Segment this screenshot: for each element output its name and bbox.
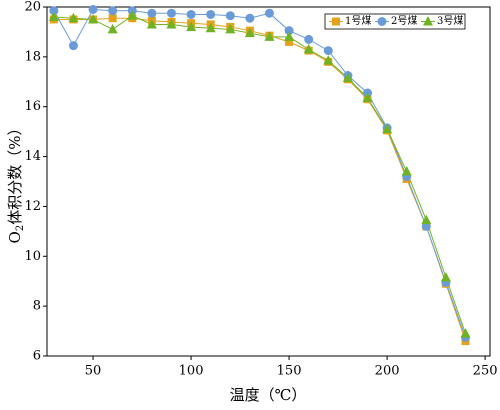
marker xyxy=(225,23,236,34)
marker xyxy=(88,4,98,14)
marker xyxy=(108,6,118,16)
marker xyxy=(225,11,235,21)
y-tick-label: 14 xyxy=(24,149,41,164)
marker xyxy=(401,166,412,176)
marker xyxy=(245,13,255,23)
y-tick-label: 8 xyxy=(33,299,41,314)
series-line xyxy=(53,8,466,338)
marker xyxy=(304,34,314,44)
y-label-main: O xyxy=(6,231,24,243)
marker xyxy=(108,14,117,23)
marker xyxy=(284,31,295,41)
marker xyxy=(186,9,196,19)
y-axis-label: O2体积分数（%） xyxy=(6,121,26,244)
series-line xyxy=(53,15,466,334)
marker xyxy=(423,16,433,26)
x-tick-label: 150 xyxy=(277,364,302,379)
marker xyxy=(332,17,340,26)
legend-label: 2号煤 xyxy=(391,14,417,27)
x-tick-label: 250 xyxy=(473,364,498,379)
y-tick-label: 10 xyxy=(24,249,41,264)
marker xyxy=(377,17,387,26)
x-tick-label: 50 xyxy=(85,364,102,379)
marker xyxy=(244,27,255,38)
marker xyxy=(186,21,197,31)
marker xyxy=(206,9,216,19)
y-tick-label: 16 xyxy=(24,99,41,114)
legend-label: 1号煤 xyxy=(345,14,371,27)
marker xyxy=(147,8,157,18)
marker xyxy=(342,72,353,83)
marker xyxy=(285,37,294,46)
marker xyxy=(88,13,99,24)
legend: 1号煤 2号煤 3号煤 xyxy=(324,13,466,30)
marker xyxy=(166,18,177,29)
y-tick-label: 20 xyxy=(24,0,41,15)
y-tick-label: 18 xyxy=(24,49,41,64)
marker xyxy=(107,23,118,34)
legend-label: 3号煤 xyxy=(437,14,463,27)
y-label-rest: 体积分数（%） xyxy=(6,121,24,225)
x-axis-label: 温度（℃） xyxy=(230,386,307,404)
marker xyxy=(440,271,451,282)
marker xyxy=(421,214,432,225)
marker xyxy=(127,10,138,20)
marker xyxy=(264,8,274,18)
x-tick-label: 100 xyxy=(179,364,204,379)
marker xyxy=(284,26,294,36)
marker xyxy=(68,12,79,23)
y-tick-label: 6 xyxy=(33,349,41,364)
marker xyxy=(49,6,59,16)
marker xyxy=(205,22,216,33)
y-label-sub: 2 xyxy=(15,225,26,231)
marker xyxy=(68,41,78,51)
series-line xyxy=(53,17,466,342)
marker xyxy=(362,92,373,102)
marker xyxy=(166,8,176,18)
x-tick-label: 200 xyxy=(375,364,400,379)
marker xyxy=(323,55,334,65)
plot-frame xyxy=(46,6,491,357)
y-tick-label: 12 xyxy=(24,199,41,214)
marker xyxy=(264,31,275,41)
marker xyxy=(382,123,393,134)
marker xyxy=(303,43,314,54)
marker xyxy=(460,328,471,338)
marker xyxy=(146,18,157,29)
marker xyxy=(48,11,59,21)
marker xyxy=(323,46,333,56)
